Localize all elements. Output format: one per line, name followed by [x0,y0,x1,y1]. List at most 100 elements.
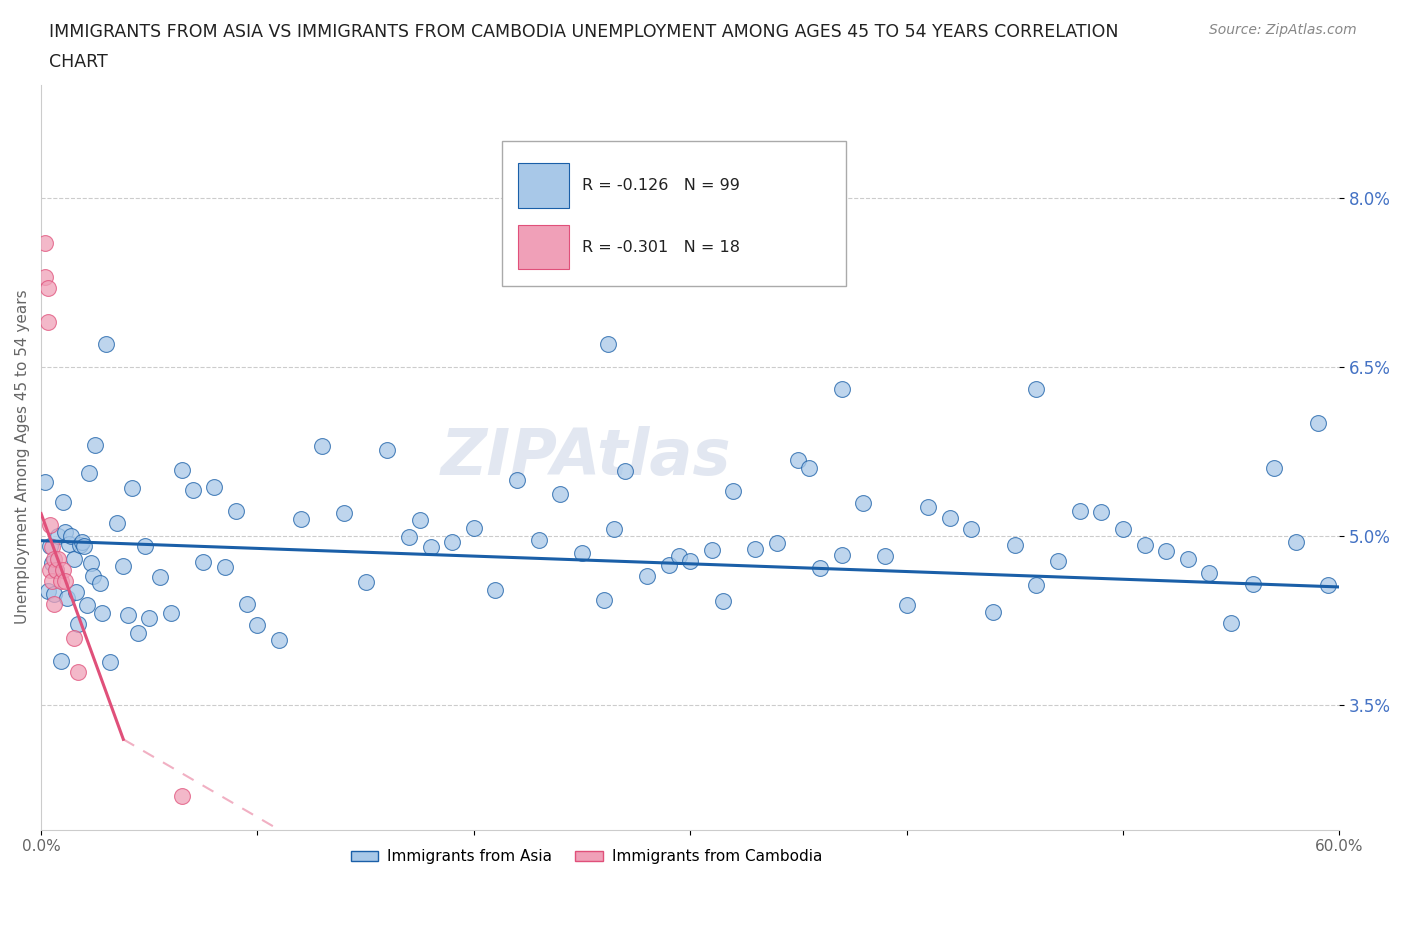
Point [66,617,89,631]
Point [42,587,65,602]
Point [193,555,215,570]
Point [596,337,619,352]
Point [34,475,56,490]
Point [49,653,72,668]
Point [808,561,831,576]
Point [506,472,529,487]
Point [45,563,67,578]
Point [398,529,420,544]
Point [76,598,98,613]
Point [1025,578,1047,592]
Point [38,517,60,532]
Point [60,528,83,543]
Point [269,632,291,647]
Point [668,549,690,564]
Point [711,593,734,608]
Point [246,618,269,632]
Point [84,437,107,452]
Point [852,496,875,511]
Point [112,559,135,574]
Point [799,461,821,476]
Y-axis label: Unemployment Among Ages 45 to 54 years: Unemployment Among Ages 45 to 54 years [15,290,30,624]
Point [138,611,160,626]
Point [603,522,626,537]
Point [765,535,787,550]
Point [70,535,93,550]
Point [679,553,702,568]
Point [917,499,939,514]
Point [419,540,441,555]
Point [550,486,572,501]
Point [290,512,312,526]
Text: CHART: CHART [49,53,108,71]
Point [1025,382,1047,397]
Point [34,269,56,284]
Point [62,631,84,645]
Point [89,576,111,591]
Point [873,549,896,564]
Point [1004,538,1026,552]
Point [41,574,63,589]
Point [62,551,84,566]
Point [409,512,432,527]
Point [1154,543,1177,558]
Point [614,463,637,478]
Point [65,585,87,600]
Point [1177,551,1199,566]
Point [981,604,1004,619]
Point [56,591,79,605]
Point [202,480,225,495]
Point [170,789,193,804]
FancyBboxPatch shape [502,140,846,286]
Text: IMMIGRANTS FROM ASIA VS IMMIGRANTS FROM CAMBODIA UNEMPLOYMENT AMONG AGES 45 TO 5: IMMIGRANTS FROM ASIA VS IMMIGRANTS FROM … [49,23,1119,41]
Point [121,480,143,495]
Point [831,382,853,397]
Point [52,494,75,509]
Point [80,555,103,570]
Point [134,538,156,553]
Point [58,537,80,551]
Point [37,584,59,599]
Point [1069,504,1091,519]
Text: R = -0.301   N = 18: R = -0.301 N = 18 [582,240,741,255]
Point [354,575,377,590]
Text: ZIPAtlas: ZIPAtlas [441,426,731,488]
Point [66,664,89,679]
Point [52,563,75,578]
Point [1090,505,1112,520]
Point [1112,521,1135,536]
Point [48,551,70,566]
Point [170,463,193,478]
Text: Source: ZipAtlas.com: Source: ZipAtlas.com [1209,23,1357,37]
Point [1241,577,1264,591]
Point [41,555,63,570]
Point [1306,416,1329,431]
Point [1046,553,1069,568]
Point [658,558,681,573]
Point [42,551,65,566]
Point [1285,535,1308,550]
Point [98,655,121,670]
Point [463,520,485,535]
Text: R = -0.126   N = 99: R = -0.126 N = 99 [582,178,741,193]
Point [235,596,257,611]
Point [744,541,766,556]
FancyBboxPatch shape [517,163,569,207]
Point [939,511,962,525]
Point [1220,616,1243,631]
Point [1198,566,1220,581]
Point [787,453,810,468]
Point [42,596,65,611]
Point [48,529,70,544]
Point [69,538,91,552]
Point [1317,578,1340,593]
Point [41,540,63,555]
Point [73,538,96,553]
Legend: Immigrants from Asia, Immigrants from Cambodia: Immigrants from Asia, Immigrants from Ca… [344,844,828,870]
Point [960,521,983,536]
Point [90,605,112,620]
Point [700,542,723,557]
Point [896,598,918,613]
Point [117,607,139,622]
Point [181,483,204,498]
